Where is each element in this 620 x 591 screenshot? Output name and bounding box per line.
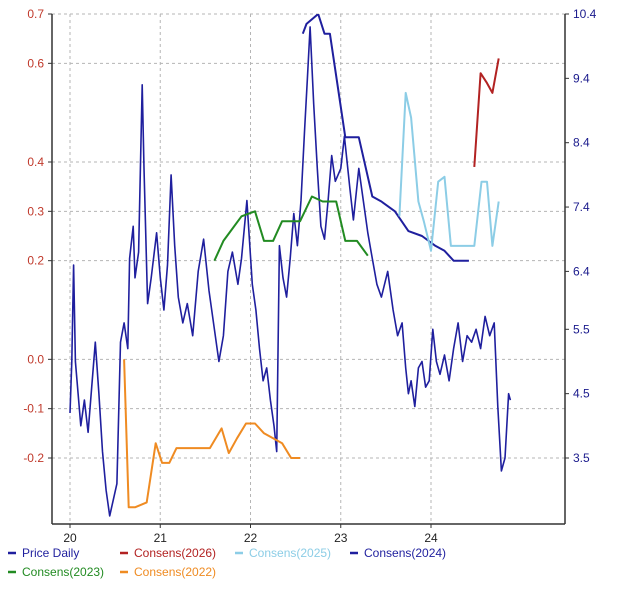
series-line-price-daily xyxy=(69,26,512,517)
y-right-tick-label: 8.4 xyxy=(573,136,590,150)
y-left-tick-label: 0.7 xyxy=(27,7,44,21)
legend-label: Consens(2022) xyxy=(134,565,216,579)
y-right-tick-label: 4.5 xyxy=(573,387,590,401)
series-line-consens-2024 xyxy=(301,14,469,262)
legend-label: Consens(2026) xyxy=(134,546,216,560)
legend-label: Consens(2023) xyxy=(22,565,104,579)
x-tick-label: 24 xyxy=(424,531,438,545)
y-left-tick-label: 0.4 xyxy=(27,155,44,169)
x-tick-label: 20 xyxy=(63,531,77,545)
y-right-tick-label: 10.4 xyxy=(573,7,597,21)
legend-label: Consens(2025) xyxy=(249,546,331,560)
x-tick-label: 22 xyxy=(244,531,258,545)
y-left-tick-label: -0.2 xyxy=(23,451,44,465)
y-right-tick-label: 3.5 xyxy=(573,451,590,465)
y-left-tick-label: 0.0 xyxy=(27,352,44,366)
x-tick-label: 21 xyxy=(154,531,168,545)
y-left-tick-label: 0.6 xyxy=(27,56,44,70)
series-line-consens-2026 xyxy=(473,58,500,167)
series-line-consens-2023 xyxy=(213,195,369,262)
legend-label: Consens(2024) xyxy=(364,546,446,560)
series-line-consens-2022 xyxy=(123,359,301,509)
y-right-tick-label: 6.4 xyxy=(573,264,590,278)
y-left-tick-label: -0.1 xyxy=(23,402,44,416)
y-right-tick-label: 5.5 xyxy=(573,322,590,336)
legend-label: Price Daily xyxy=(22,546,79,560)
y-left-tick-label: 0.2 xyxy=(27,254,44,268)
x-tick-label: 23 xyxy=(334,531,348,545)
y-right-tick-label: 9.4 xyxy=(573,71,590,85)
series-line-consens-2025 xyxy=(398,91,500,252)
y-right-tick-label: 7.4 xyxy=(573,200,590,214)
y-left-tick-label: 0.3 xyxy=(27,204,44,218)
